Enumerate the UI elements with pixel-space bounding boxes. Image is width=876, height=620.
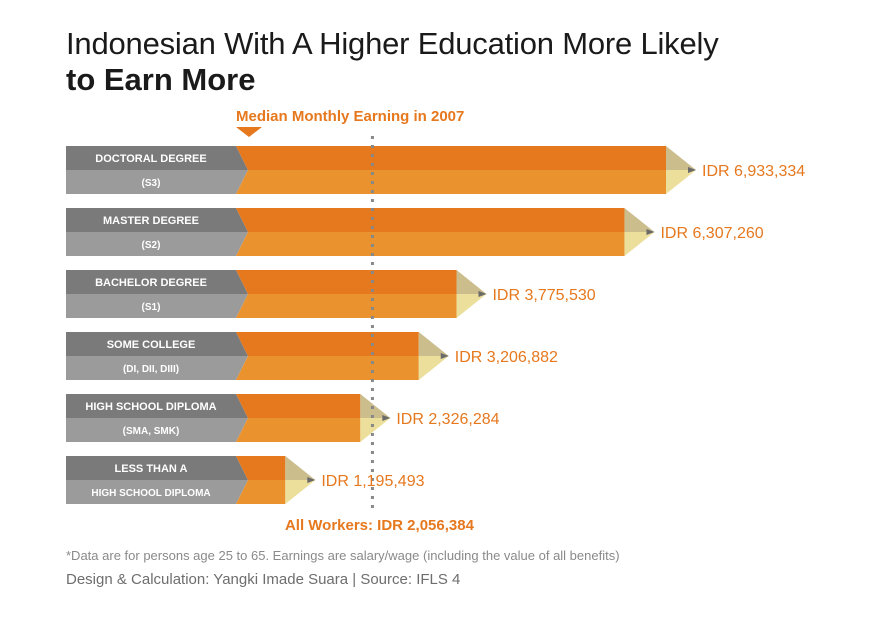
bars [236, 146, 696, 504]
category-label-line-2: (DI, DII, DIII) [123, 364, 179, 375]
chart-title-line-1: Indonesian With A Higher Education More … [66, 26, 719, 61]
category-label-line-2: HIGH SCHOOL DIPLOMA [91, 488, 210, 499]
category-label-line-1: SOME COLLEGE [107, 339, 196, 351]
credit-line: Design & Calculation: Yangki Imade Suara… [66, 571, 461, 588]
bar-tip-top [624, 208, 655, 232]
bar-top [236, 146, 666, 170]
bar-top [236, 394, 361, 418]
category-label-bg-bottom [66, 232, 248, 256]
category-label-bg-top [66, 394, 248, 418]
value-label: IDR 2,326,284 [396, 411, 499, 428]
value-labels: IDR 6,933,334 IDR 6,307,260 IDR 3,775,530 I… [321, 163, 805, 490]
category-label-bg-top [66, 208, 248, 232]
bar-tip-top [418, 332, 449, 356]
reference-line-label: All Workers: IDR 2,056,384 [285, 517, 475, 534]
bar-top [236, 456, 286, 480]
bar-bottom [236, 294, 457, 318]
bar-tip-bottom [666, 170, 696, 194]
category-label-bg-bottom [66, 170, 248, 194]
bar-tip-point [440, 353, 449, 359]
bar-tip-point [382, 415, 391, 421]
bar-bottom [236, 170, 666, 194]
bar-bottom [236, 232, 625, 256]
bar-bottom [236, 480, 286, 504]
bar-tip-bottom [360, 418, 391, 442]
bar-top [236, 208, 625, 232]
bar-tip-bottom [285, 480, 316, 504]
bar-tip-top [666, 146, 696, 170]
bar-bottom [236, 356, 419, 380]
category-label-line-1: MASTER DEGREE [103, 215, 199, 227]
subtitle-marker [236, 127, 262, 137]
category-label-line-2: (S3) [142, 178, 161, 189]
bar-tip-point [688, 167, 696, 173]
bar-bottom [236, 418, 361, 442]
bar-tip-top [456, 270, 487, 294]
category-label-bg-top [66, 270, 248, 294]
bar-tip-point [307, 477, 316, 483]
footnote: *Data are for persons age 25 to 65. Earn… [66, 548, 620, 563]
category-label-bg-top [66, 146, 248, 170]
bar-top [236, 270, 457, 294]
bar-tip-point [478, 291, 487, 297]
category-label-line-1: LESS THAN A [115, 463, 188, 475]
bar-tip-bottom [624, 232, 655, 256]
bar-tip-bottom [418, 356, 449, 380]
category-labels: DOCTORAL DEGREE (S3) MASTER DEGREE (S2) BACH… [66, 146, 248, 504]
value-label: IDR 3,775,530 [492, 287, 595, 304]
category-label-bg-bottom [66, 480, 248, 504]
category-label-bg-bottom [66, 294, 248, 318]
category-label-line-1: HIGH SCHOOL DIPLOMA [85, 401, 216, 413]
value-label: IDR 1,195,493 [321, 473, 424, 490]
value-label: IDR 6,933,334 [702, 163, 805, 180]
category-label-bg-bottom [66, 356, 248, 380]
chart-subtitle: Median Monthly Earning in 2007 [236, 108, 464, 125]
value-label: IDR 6,307,260 [660, 225, 763, 242]
category-label-line-2: (S2) [142, 240, 161, 251]
category-label-line-2: (SMA, SMK) [123, 426, 180, 437]
bar-tip-bottom [456, 294, 487, 318]
category-label-line-2: (S1) [142, 302, 161, 313]
value-label: IDR 3,206,882 [455, 349, 558, 366]
category-label-bg-bottom [66, 418, 248, 442]
category-label-line-1: BACHELOR DEGREE [95, 277, 207, 289]
bar-top [236, 332, 419, 356]
bar-tip-top [285, 456, 316, 480]
reference-layer: All Workers: IDR 2,056,384 Median Monthly… [236, 108, 475, 534]
chart-title-line-2: to Earn More [66, 62, 256, 97]
category-label-bg-top [66, 332, 248, 356]
bar-tip-point [646, 229, 655, 235]
category-label-line-1: DOCTORAL DEGREE [95, 153, 206, 165]
bar-tip-top [360, 394, 391, 418]
category-label-bg-top [66, 456, 248, 480]
